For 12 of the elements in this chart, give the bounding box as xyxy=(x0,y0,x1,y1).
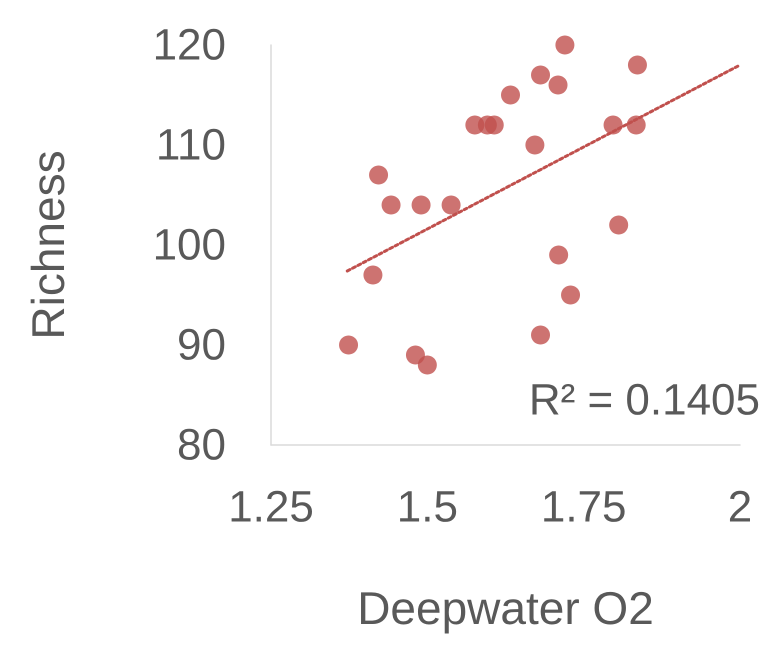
x-tick-label: 1.75 xyxy=(540,482,626,532)
x-axis-title: Deepwater O2 xyxy=(357,582,654,634)
y-axis-title: Richness xyxy=(22,150,74,340)
x-tick-label: 1.5 xyxy=(396,482,458,532)
x-tick-label: 1.25 xyxy=(228,482,314,532)
x-tick-label: 2 xyxy=(728,482,752,532)
y-tick-label: 110 xyxy=(156,120,226,170)
y-tick-label: 90 xyxy=(177,320,226,370)
y-tick-label: 80 xyxy=(177,420,226,470)
y-tick-label: 120 xyxy=(152,20,226,70)
y-tick-label: 100 xyxy=(152,220,226,270)
annotation: R² = 0.1405 xyxy=(528,376,760,424)
